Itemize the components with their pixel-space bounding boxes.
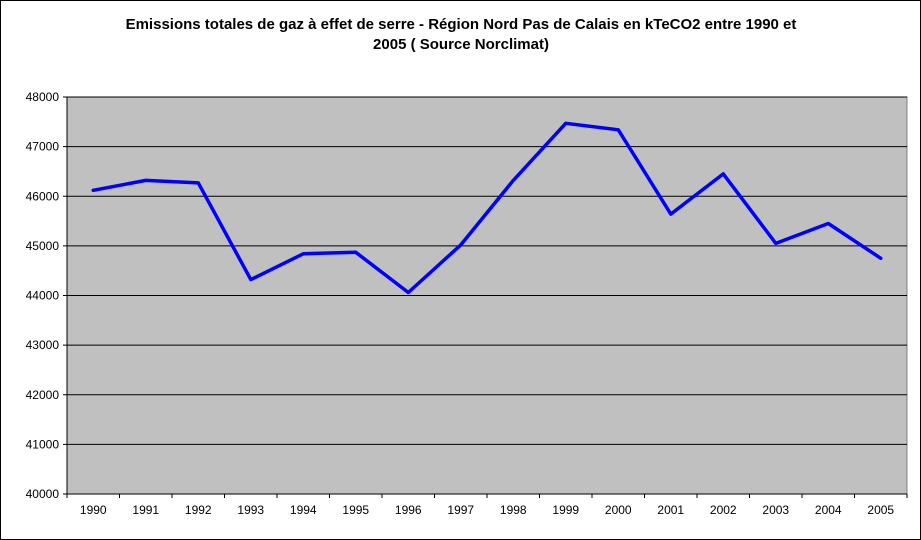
- y-tick-label: 44000: [26, 289, 60, 303]
- x-tick-label: 2002: [710, 503, 737, 517]
- y-tick-label: 47000: [26, 140, 60, 154]
- series-line: [91, 121, 883, 295]
- y-tick-label: 46000: [26, 189, 60, 203]
- y-tick-label: 48000: [26, 90, 60, 104]
- x-tick-label: 1995: [342, 503, 369, 517]
- data-point-2005: [879, 256, 883, 260]
- chart-title-line-2: 2005 ( Source Norclimat): [373, 36, 549, 53]
- data-point-1997: [459, 243, 463, 247]
- data-point-1992: [196, 181, 200, 185]
- y-tick-label: 41000: [26, 437, 60, 451]
- chart-title-line-1: Emissions totales de gaz à effet de serr…: [125, 16, 797, 33]
- x-tick-label: 1999: [552, 503, 579, 517]
- chart-title: Emissions totales de gaz à effet de serr…: [61, 15, 861, 55]
- x-tick-label: 1990: [80, 503, 107, 517]
- data-point-2001: [669, 212, 673, 216]
- data-point-1994: [301, 252, 305, 256]
- y-tick-label: 45000: [26, 239, 60, 253]
- x-tick-label: 1998: [500, 503, 527, 517]
- x-tick-label: 1993: [237, 503, 264, 517]
- x-tick-label: 2001: [657, 503, 684, 517]
- data-point-2004: [826, 222, 830, 226]
- series-group: [91, 121, 883, 295]
- x-tick-label: 1992: [185, 503, 212, 517]
- x-tick-label: 1994: [290, 503, 317, 517]
- x-tick-label: 2005: [867, 503, 894, 517]
- data-point-1990: [91, 188, 95, 192]
- x-tick-label: 2004: [815, 503, 842, 517]
- x-tick-label: 1996: [395, 503, 422, 517]
- y-tick-label: 40000: [26, 487, 60, 501]
- x-tick-label: 1991: [132, 503, 159, 517]
- data-point-1999: [564, 121, 568, 125]
- data-point-2002: [721, 172, 725, 176]
- data-point-1998: [511, 178, 515, 182]
- x-tick-label: 1997: [447, 503, 474, 517]
- x-tick-label: 2000: [605, 503, 632, 517]
- data-point-1993: [249, 278, 253, 282]
- x-tick-label: 2003: [762, 503, 789, 517]
- y-tick-label: 43000: [26, 338, 60, 352]
- y-tick-label: 42000: [26, 388, 60, 402]
- data-point-1991: [144, 178, 148, 182]
- data-point-2000: [616, 128, 620, 132]
- y-axis: 40000 41000 42000 43000 44000 45000 46000 47000…: [26, 90, 68, 501]
- x-axis: 1990 1991 1992 1993 1994 1995 1996 1997 1998 1999…: [66, 493, 908, 517]
- data-point-1995: [354, 250, 358, 254]
- data-point-1996: [406, 291, 410, 295]
- data-point-2003: [774, 241, 778, 245]
